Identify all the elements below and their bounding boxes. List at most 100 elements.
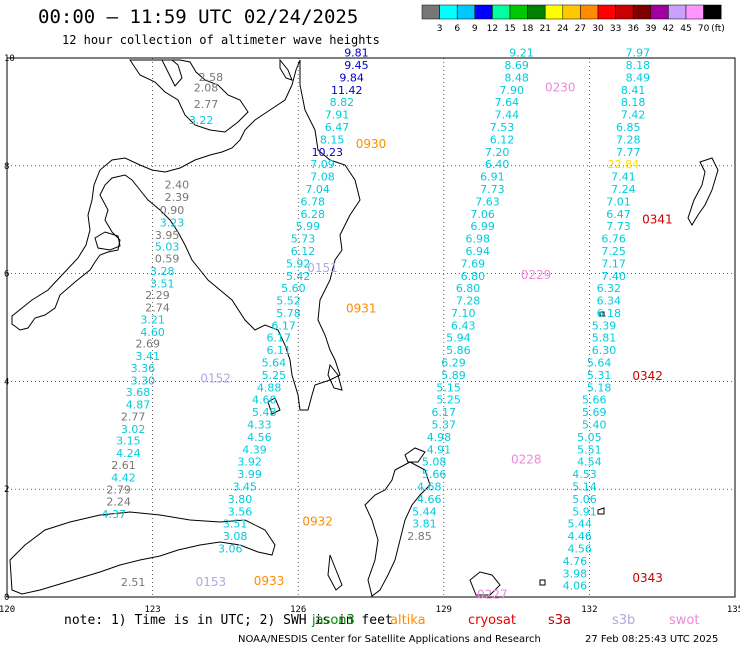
wave-height-value: 5.39 bbox=[592, 319, 617, 332]
x-tick-label: 132 bbox=[581, 605, 597, 615]
wave-height-color-scale: 3 6 9 12 15 18 21 24 27 30 33 36 39 42 45 70 (ft) bbox=[421, 4, 725, 34]
wave-height-value: 7.28 bbox=[456, 295, 481, 308]
wave-height-value: 9.81 bbox=[344, 47, 369, 60]
coastline-halmahera bbox=[364, 461, 431, 597]
wave-height-value: 3.92 bbox=[237, 456, 262, 469]
scale-label: 15 bbox=[504, 24, 515, 34]
coastline-palau bbox=[687, 157, 719, 226]
pass-time-label: 0153 bbox=[196, 575, 227, 589]
wave-height-value: 3.02 bbox=[121, 423, 146, 436]
coastline-island-1 bbox=[161, 59, 183, 87]
scale-label: 36 bbox=[627, 24, 639, 34]
pass-time-label: 0227 bbox=[477, 587, 508, 601]
wave-height-value: 3.95 bbox=[155, 229, 180, 242]
scale-label: 3 bbox=[437, 24, 443, 34]
wave-height-value: 2.79 bbox=[106, 484, 131, 497]
pass-time-label: 0151 bbox=[307, 261, 338, 275]
wave-height-value: 7.24 bbox=[611, 183, 636, 196]
y-tick-label: 4 bbox=[4, 377, 9, 387]
scale-unit: (ft) bbox=[711, 24, 725, 34]
wave-height-value: 2.24 bbox=[106, 496, 131, 509]
wave-height-value: 7.01 bbox=[606, 195, 631, 208]
wave-height-value: 7.73 bbox=[480, 183, 505, 196]
coastline-sulawesi bbox=[9, 511, 276, 595]
x-tick-label: 126 bbox=[290, 605, 306, 615]
wave-height-value: 3.80 bbox=[228, 493, 253, 506]
wave-height-value: 5.15 bbox=[436, 381, 461, 394]
wave-height-value: 6.76 bbox=[601, 233, 626, 246]
coastline-shoal-4 bbox=[597, 507, 605, 515]
wave-height-value: 6.28 bbox=[301, 208, 326, 221]
x-tick-label: 135 bbox=[727, 605, 740, 615]
wave-height-value: 5.89 bbox=[441, 369, 466, 382]
coastline-morotai bbox=[404, 447, 426, 463]
map-title: 00:00 – 11:59 UTC 02/24/2025 bbox=[38, 6, 359, 28]
wave-height-value: 7.53 bbox=[490, 121, 515, 134]
wave-height-value: 4.56 bbox=[567, 542, 592, 555]
y-tick-label: 6 bbox=[4, 270, 9, 280]
wave-height-value: 4.53 bbox=[572, 468, 597, 481]
wave-height-value: 8.48 bbox=[504, 71, 529, 84]
wave-height-value: 5.52 bbox=[276, 295, 301, 308]
wave-height-value: 7.77 bbox=[616, 146, 641, 159]
wave-height-value: 5.69 bbox=[582, 406, 607, 419]
wave-height-value: 9.84 bbox=[339, 71, 364, 84]
wave-height-value: 0.90 bbox=[160, 204, 185, 217]
wave-height-value: 5.44 bbox=[567, 518, 592, 531]
wave-height-value: 5.78 bbox=[276, 307, 301, 320]
wave-height-value: 4.33 bbox=[247, 419, 272, 432]
wave-height-value: 4.42 bbox=[111, 471, 136, 484]
wave-height-value: 7.41 bbox=[611, 171, 636, 184]
y-tick-label: 8 bbox=[4, 162, 9, 172]
wave-height-value: 8.18 bbox=[621, 96, 646, 109]
wave-height-value: 3.45 bbox=[233, 481, 258, 494]
wave-height-value: 3.06 bbox=[218, 542, 243, 555]
wave-height-value: 7.10 bbox=[451, 307, 476, 320]
scale-label: 33 bbox=[610, 24, 621, 34]
wave-height-value: 3.99 bbox=[237, 468, 262, 481]
wave-height-value: 6.85 bbox=[616, 121, 641, 134]
coastline-island-3 bbox=[94, 231, 121, 251]
wave-height-value: 6.78 bbox=[301, 195, 326, 208]
wave-height-value: 6.17 bbox=[267, 332, 292, 345]
pass-time-label: 0343 bbox=[632, 571, 663, 585]
wave-height-value: 8.18 bbox=[626, 59, 651, 72]
wave-height-value: 9.45 bbox=[344, 59, 369, 72]
coastline-shoal-2 bbox=[267, 397, 281, 415]
wave-height-value: 8.82 bbox=[330, 96, 355, 109]
wave-height-value: 4.66 bbox=[417, 493, 442, 506]
legend-s3a: s3a bbox=[548, 613, 572, 628]
wave-height-value: 2.77 bbox=[121, 410, 146, 423]
x-tick-label: 120 bbox=[0, 605, 15, 615]
wave-height-value: 3.56 bbox=[228, 505, 253, 518]
wave-height-value: 7.63 bbox=[475, 195, 500, 208]
legend-note: note: 1) Time is in UTC; 2) SWH is in fe… bbox=[64, 613, 393, 628]
wave-height-value: 3.51 bbox=[223, 518, 248, 531]
wave-height-value: 3.68 bbox=[126, 386, 151, 399]
wave-height-value: 7.28 bbox=[616, 133, 641, 146]
pass-time-label: 0152 bbox=[200, 372, 231, 386]
map-frame bbox=[6, 57, 736, 598]
scale-label: 24 bbox=[557, 24, 569, 34]
wave-height-value: 4.91 bbox=[427, 443, 452, 456]
wave-height-value: 7.17 bbox=[601, 257, 626, 270]
axis-labels: 120 123 126 129 132 135 0 2 4 6 8 10 bbox=[0, 54, 740, 615]
wave-height-value: 2.74 bbox=[145, 302, 170, 315]
wave-height-value: 3.51 bbox=[150, 277, 175, 290]
agency-credit: NOAA/NESDIS Center for Satellite Applica… bbox=[238, 634, 541, 645]
wave-height-value: 3.36 bbox=[131, 362, 156, 375]
wave-height-value: 6.29 bbox=[441, 357, 466, 370]
wave-height-value: 2.51 bbox=[121, 576, 146, 589]
wave-height-value: 6.43 bbox=[451, 319, 476, 332]
wave-height-value: 5.42 bbox=[286, 270, 311, 283]
wave-height-value: 5.18 bbox=[587, 381, 612, 394]
scale-label: 18 bbox=[522, 24, 534, 34]
wave-height-value: 7.91 bbox=[325, 109, 350, 122]
coastline-sangihe bbox=[327, 554, 343, 591]
scale-label: 39 bbox=[645, 24, 657, 34]
coastline-shoal-3 bbox=[539, 579, 546, 586]
wave-height-value: 7.97 bbox=[626, 47, 651, 60]
scale-label: 9 bbox=[472, 24, 478, 34]
wave-height-value: 0.59 bbox=[155, 253, 180, 266]
coastline-outline bbox=[9, 58, 719, 597]
